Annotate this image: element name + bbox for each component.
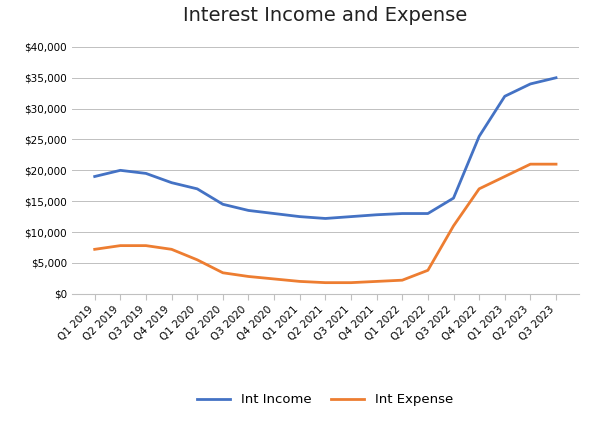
Int Income bbox=[193, 186, 201, 191]
Int Expense bbox=[91, 247, 99, 252]
Int Income bbox=[373, 212, 380, 217]
Legend: Int Income, Int Expense: Int Income, Int Expense bbox=[192, 388, 458, 412]
Int Expense bbox=[142, 243, 149, 248]
Int Expense bbox=[476, 186, 483, 191]
Int Income bbox=[347, 214, 355, 219]
Int Income bbox=[424, 211, 432, 216]
Int Expense bbox=[527, 162, 534, 167]
Int Expense bbox=[117, 243, 124, 248]
Int Expense bbox=[347, 280, 355, 285]
Int Income bbox=[91, 174, 99, 179]
Int Income bbox=[322, 216, 329, 221]
Int Expense bbox=[373, 279, 380, 284]
Int Expense bbox=[296, 279, 303, 284]
Int Expense bbox=[399, 278, 406, 283]
Int Income bbox=[552, 75, 559, 80]
Int Income bbox=[168, 180, 175, 185]
Int Income bbox=[117, 168, 124, 173]
Int Expense bbox=[245, 274, 252, 279]
Line: Int Income: Int Income bbox=[95, 78, 556, 219]
Int Expense bbox=[424, 268, 432, 273]
Line: Int Expense: Int Expense bbox=[95, 164, 556, 283]
Int Income bbox=[476, 134, 483, 139]
Title: Interest Income and Expense: Interest Income and Expense bbox=[183, 6, 467, 25]
Int Income bbox=[450, 196, 457, 201]
Int Expense bbox=[450, 223, 457, 229]
Int Expense bbox=[501, 174, 509, 179]
Int Expense bbox=[322, 280, 329, 285]
Int Income bbox=[142, 171, 149, 176]
Int Expense bbox=[193, 257, 201, 262]
Int Income bbox=[245, 208, 252, 213]
Int Expense bbox=[168, 247, 175, 252]
Int Income bbox=[219, 202, 226, 207]
Int Expense bbox=[552, 162, 559, 167]
Int Income bbox=[527, 81, 534, 86]
Int Expense bbox=[219, 270, 226, 275]
Int Income bbox=[296, 214, 303, 219]
Int Expense bbox=[270, 276, 278, 282]
Int Income bbox=[399, 211, 406, 216]
Int Income bbox=[270, 211, 278, 216]
Int Income bbox=[501, 94, 509, 99]
